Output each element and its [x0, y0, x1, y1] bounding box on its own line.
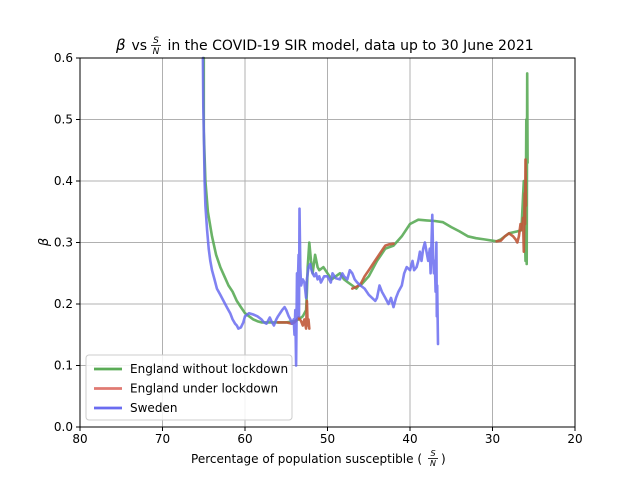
title-rest: in the COVID-19 SIR model, data up to 30…	[163, 38, 534, 54]
series-line-england-under-lockdown	[495, 158, 528, 253]
xlabel-close: )	[441, 452, 446, 466]
x-tick-label: 20	[567, 432, 582, 446]
y-tick-label: 0.1	[54, 359, 73, 373]
title-frac-numerator: S	[153, 36, 159, 46]
series-group	[201, 56, 529, 367]
y-tick-label: 0.0	[54, 420, 73, 434]
ticks: 80 70 60 50 40 30 20 0.0 0.1 0.2 0.3 0.4 0.5 0.6	[54, 51, 583, 446]
legend: England without lockdown England under lo…	[85, 354, 293, 421]
xlabel-frac-numerator: S	[430, 449, 435, 458]
y-tick-label: 0.2	[54, 297, 73, 311]
series-line-sweden	[201, 56, 440, 367]
legend-box	[85, 354, 293, 421]
xlabel-frac-denominator: N	[430, 459, 436, 468]
x-tick-label: 30	[485, 432, 500, 446]
legend-label-england-under-lockdown: England under lockdown	[130, 382, 278, 396]
series-line-england-without-lockdown	[202, 56, 529, 324]
y-tick-label: 0.6	[54, 51, 73, 65]
x-tick-label: 60	[237, 432, 252, 446]
x-tick-label: 40	[402, 432, 417, 446]
y-tick-label: 0.5	[54, 113, 73, 127]
title-vs: vs	[127, 38, 151, 54]
title-frac-denominator: N	[153, 47, 160, 57]
title-beta: β	[115, 36, 126, 54]
xlabel-text: Percentage of population susceptible (	[191, 452, 422, 466]
y-tick-label: 0.4	[54, 174, 73, 188]
legend-label-sweden: Sweden	[130, 401, 177, 415]
y-tick-label: 0.3	[54, 236, 73, 250]
y-axis-label: β	[37, 238, 52, 247]
x-tick-label: 50	[320, 432, 335, 446]
x-tick-label: 80	[72, 432, 87, 446]
chart-title: β vs S N in the COVID-19 SIR model, data…	[115, 36, 534, 57]
x-axis-label: Percentage of population susceptible ( S…	[191, 449, 446, 468]
x-tick-label: 70	[155, 432, 170, 446]
legend-label-england-without-lockdown: England without lockdown	[130, 362, 288, 376]
